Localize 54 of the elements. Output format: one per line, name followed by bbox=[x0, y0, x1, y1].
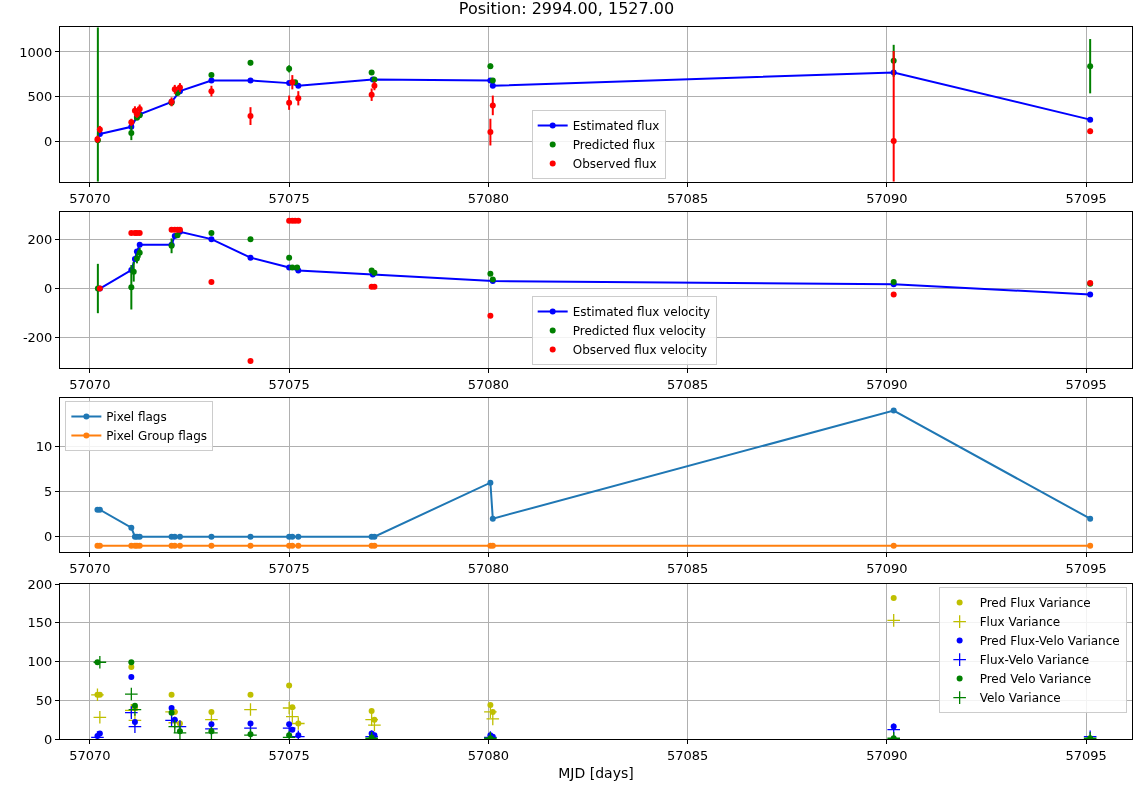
legend-label: Predicted flux velocity bbox=[572, 324, 706, 339]
x-tick-label: 57095 bbox=[1065, 747, 1107, 763]
x-tick-label: 57075 bbox=[268, 190, 310, 206]
x-tick-label: 57070 bbox=[69, 747, 111, 763]
legend-label: Flux Variance bbox=[979, 615, 1061, 630]
x-tick-label: 57075 bbox=[268, 560, 310, 576]
x-tick-label: 57085 bbox=[666, 747, 709, 763]
x-tick-label: 57095 bbox=[1065, 560, 1107, 576]
x-tick-label: 57085 bbox=[666, 560, 709, 576]
legend-label: Flux-Velo Variance bbox=[979, 653, 1090, 668]
y-tick-label: 10 bbox=[35, 439, 53, 455]
y-tick-label: 5 bbox=[44, 484, 53, 500]
x-tick-label: 57090 bbox=[866, 376, 908, 392]
legend-label: Estimated flux bbox=[572, 119, 660, 134]
x-tick-label: 57085 bbox=[666, 190, 709, 206]
legend-label: Pixel Group flags bbox=[106, 429, 208, 444]
x-tick-label: 57075 bbox=[268, 376, 310, 392]
x-tick-label: 57070 bbox=[69, 376, 111, 392]
x-tick-label: 57090 bbox=[866, 190, 908, 206]
legend-label: Observed flux velocity bbox=[572, 343, 708, 358]
x-tick-label: 57080 bbox=[467, 560, 510, 576]
y-tick-label: -200 bbox=[22, 330, 53, 346]
legend-label: Predicted flux bbox=[572, 138, 656, 153]
y-tick-label: 0 bbox=[44, 731, 53, 747]
x-tick-label: 57080 bbox=[467, 376, 510, 392]
legend-label: Pred Flux Variance bbox=[979, 596, 1091, 611]
y-tick-label: 100 bbox=[27, 654, 53, 670]
legend-label: Pred Flux-Velo Variance bbox=[979, 634, 1120, 649]
x-tick-label: 57075 bbox=[268, 747, 310, 763]
legend-label: Observed flux bbox=[572, 157, 657, 172]
y-tick-label: 50 bbox=[35, 692, 53, 708]
y-tick-label: 150 bbox=[27, 615, 53, 631]
legend-label: Pred Velo Variance bbox=[979, 672, 1092, 687]
x-tick-label: 57095 bbox=[1065, 376, 1107, 392]
y-tick-label: 0 bbox=[44, 133, 53, 149]
legend-label: Estimated flux velocity bbox=[572, 305, 711, 320]
x-tick-label: 57090 bbox=[866, 747, 908, 763]
legend-label: Velo Variance bbox=[979, 691, 1061, 706]
y-tick-label: 500 bbox=[27, 89, 53, 105]
x-tick-label: 57070 bbox=[69, 560, 111, 576]
x-tick-label: 57080 bbox=[467, 747, 510, 763]
y-tick-label: 200 bbox=[27, 576, 53, 592]
x-tick-label: 57095 bbox=[1065, 190, 1107, 206]
y-tick-label: 0 bbox=[44, 281, 53, 297]
y-tick-label: 1000 bbox=[19, 44, 53, 60]
y-tick-label: 0 bbox=[44, 529, 53, 545]
x-tick-label: 57070 bbox=[69, 190, 111, 206]
x-axis-title: MJD [days] bbox=[558, 764, 634, 781]
legend-label: Pixel flags bbox=[106, 410, 167, 425]
x-tick-label: 57080 bbox=[467, 190, 510, 206]
y-tick-label: 200 bbox=[27, 231, 53, 247]
chart-title: Position: 2994.00, 1527.00 bbox=[458, 0, 675, 19]
x-tick-label: 57090 bbox=[866, 560, 908, 576]
x-tick-label: 57085 bbox=[666, 376, 709, 392]
